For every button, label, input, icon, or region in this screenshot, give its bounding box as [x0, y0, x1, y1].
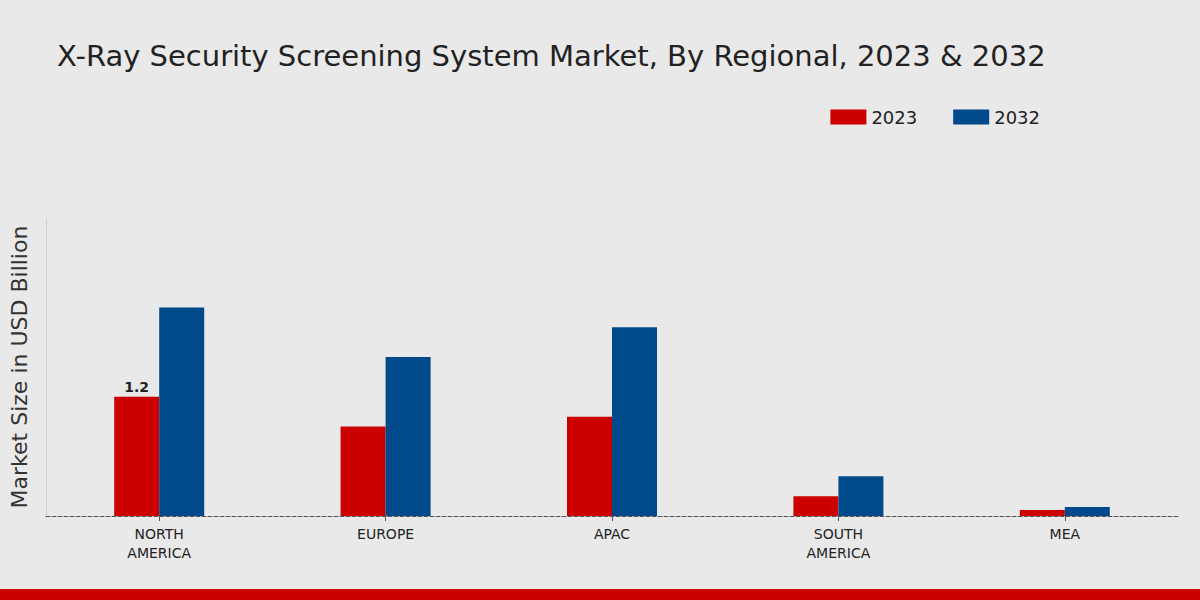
svg-text:EUROPE: EUROPE	[357, 526, 414, 542]
svg-text:1.2: 1.2	[124, 379, 149, 395]
svg-text:Market Size in USD Billion: Market Size in USD Billion	[7, 226, 32, 509]
svg-text:MEA: MEA	[1050, 526, 1081, 542]
svg-text:NORTH: NORTH	[135, 526, 184, 542]
svg-text:2032: 2032	[994, 107, 1040, 128]
svg-text:SOUTH: SOUTH	[814, 526, 863, 542]
svg-text:AMERICA: AMERICA	[807, 545, 871, 561]
svg-text:X-Ray Security Screening Syste: X-Ray Security Screening System Market, …	[57, 39, 1046, 73]
svg-text:AMERICA: AMERICA	[127, 545, 191, 561]
svg-text:APAC: APAC	[594, 526, 630, 542]
svg-text:2023: 2023	[871, 107, 917, 128]
